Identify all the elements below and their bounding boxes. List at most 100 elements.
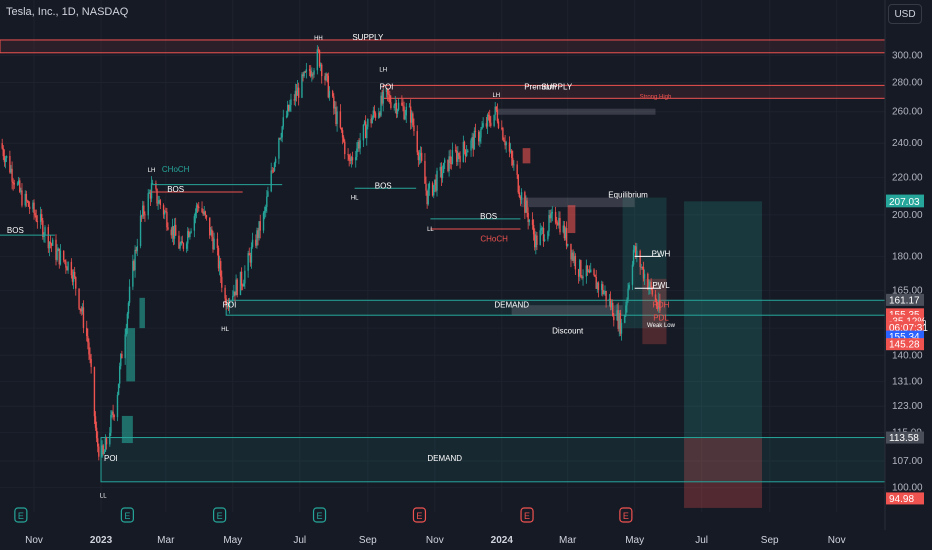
candle-body [216, 238, 219, 249]
candle-body [155, 183, 157, 189]
candle-body [88, 342, 90, 355]
candle-body [581, 276, 583, 279]
candle-body [24, 193, 26, 206]
gray-level-box [496, 108, 656, 115]
candle-body [209, 217, 211, 236]
candle-body [462, 141, 465, 163]
price-label-text: 113.58 [889, 433, 919, 444]
price-label-text: 207.03 [889, 197, 920, 208]
annotation-hl: HL [221, 327, 229, 333]
candle-body [373, 110, 376, 114]
candle-body [89, 354, 91, 359]
candle-body [297, 87, 300, 98]
candle-body [148, 192, 151, 194]
candle-body [239, 271, 242, 296]
candle-body [489, 116, 491, 123]
candle-body [379, 112, 381, 116]
candle-body [103, 451, 106, 454]
candle-body [636, 250, 638, 256]
candle-body [126, 313, 129, 329]
annotation-bos: BOS [480, 212, 497, 221]
candle-body [574, 255, 577, 270]
candle-body [94, 416, 97, 428]
position-target-zone [684, 201, 763, 438]
candle-body [281, 126, 283, 138]
candle-body [25, 193, 28, 201]
candle-body [101, 445, 103, 457]
candle-body [182, 243, 185, 249]
candle-body [378, 112, 380, 118]
candle-body [481, 126, 483, 129]
candle-body [605, 290, 607, 302]
candle-body [570, 243, 572, 260]
y-tick-label: 280.00 [892, 78, 923, 89]
y-tick-label: 200.00 [892, 210, 923, 221]
candle-body [649, 281, 651, 287]
candle-body [279, 138, 281, 140]
candle-body [496, 109, 499, 122]
candle-body [395, 102, 398, 114]
candle-body [382, 92, 384, 104]
candle-body [282, 117, 284, 127]
candle-body [577, 269, 580, 277]
candle-body [454, 150, 457, 151]
candle-body [289, 104, 291, 111]
earnings-icon [619, 507, 633, 523]
candle-body [4, 158, 7, 163]
y-tick-label: 140.00 [892, 350, 923, 361]
candle-body [513, 164, 515, 166]
candle-body [654, 294, 657, 301]
candle-body [458, 153, 460, 156]
candle-body [534, 234, 536, 248]
candle-body [594, 274, 596, 277]
candle-body [550, 213, 552, 219]
candle-body [579, 260, 581, 277]
candle-body [363, 121, 366, 125]
earnings-icon [312, 507, 327, 523]
candle-body [280, 137, 282, 139]
order-block-marker [126, 328, 136, 382]
candle-body [464, 149, 467, 156]
price-label-text: 145.28 [889, 340, 920, 351]
candle-body [73, 271, 76, 277]
candle-body [286, 104, 289, 116]
candle-body [105, 438, 108, 445]
candle-body [610, 302, 613, 308]
candle-body [226, 305, 228, 308]
candle-body [402, 105, 404, 107]
annotation-lh: LH [379, 67, 387, 73]
candle-body [586, 265, 589, 273]
candle-body [478, 131, 480, 142]
candle-body [57, 248, 59, 251]
annotation-supply: SUPPLY [541, 83, 573, 92]
candle-body [75, 276, 77, 289]
candle-body [170, 229, 172, 236]
candle-body [124, 334, 126, 359]
candle-body [221, 276, 223, 288]
annotation-lh: LH [148, 168, 156, 174]
earnings-icon [520, 507, 534, 523]
price-label-badge [886, 321, 924, 334]
candle-body [403, 106, 405, 120]
candle-body [55, 239, 57, 260]
candle-body [278, 138, 280, 159]
candle-body [441, 172, 444, 179]
candle-body [189, 232, 191, 237]
candle-body [203, 211, 205, 215]
candle-body [588, 270, 591, 273]
candle-body [562, 225, 564, 233]
candle-body [59, 250, 62, 265]
candle-body [603, 292, 605, 295]
candle-body [443, 159, 446, 164]
candle-body [204, 211, 207, 216]
candle-body [97, 438, 99, 447]
candle-body [13, 183, 15, 185]
candle-body [386, 88, 389, 95]
y-tick-label: 107.00 [892, 456, 923, 467]
currency-button[interactable]: USD [888, 4, 922, 24]
candle-body [247, 253, 249, 271]
candle-body [459, 155, 461, 163]
candle-body [171, 226, 174, 236]
